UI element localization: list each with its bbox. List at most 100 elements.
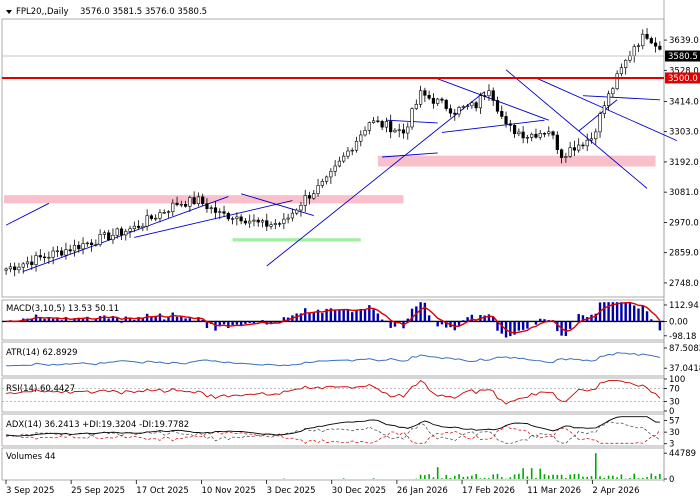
candle — [414, 99, 418, 111]
plus-di-line — [6, 421, 661, 444]
macd-bar — [509, 321, 512, 337]
candle — [205, 198, 209, 213]
macd-bar — [615, 302, 619, 322]
trend-line[interactable] — [241, 193, 314, 217]
macd-y-axis: 112.94 0.00 -98.18 — [664, 301, 699, 342]
candle — [346, 147, 350, 160]
candle — [500, 105, 504, 120]
candle — [615, 70, 619, 91]
macd-bar — [611, 302, 615, 322]
macd-bar — [363, 309, 367, 322]
volume-bar — [629, 477, 631, 479]
rsi-label: RSI(14) 60.4427 — [6, 384, 75, 394]
volume-bar — [594, 453, 597, 479]
candle — [269, 221, 273, 230]
macd-bar — [175, 316, 179, 322]
y-tick-label: 112.94 — [669, 301, 699, 311]
candle — [316, 179, 320, 197]
candle — [551, 130, 555, 140]
trend-line[interactable] — [578, 99, 618, 132]
macd-bar — [39, 317, 42, 322]
macd-bar — [556, 321, 559, 332]
macd-bar — [423, 302, 427, 322]
price-header: FPL20,,Daily 3576.0 3581.5 3576.0 3580.5 — [6, 7, 207, 17]
trend-line[interactable] — [382, 152, 438, 158]
trend-line[interactable] — [5, 202, 50, 226]
candle — [564, 152, 568, 163]
volume-bar — [419, 474, 422, 479]
candle — [440, 97, 444, 104]
trend-line[interactable] — [535, 77, 678, 142]
y-tick-label: 100 — [669, 375, 685, 385]
candle — [324, 175, 329, 185]
collapse-triangle-icon[interactable] — [6, 10, 12, 14]
volume-bar — [603, 477, 606, 479]
candle — [286, 213, 290, 224]
candle — [175, 196, 179, 207]
candle — [577, 138, 581, 153]
macd-bar — [167, 317, 170, 322]
trend-line[interactable] — [134, 200, 293, 238]
macd-bar — [77, 317, 80, 322]
candle — [183, 200, 188, 208]
volume-bar — [607, 475, 610, 479]
candle — [30, 255, 34, 270]
volume-bar — [518, 473, 520, 479]
volume-bar — [641, 478, 644, 479]
x-tick-label: 25 Sep 2025 — [71, 486, 125, 496]
macd-bar — [150, 316, 153, 322]
candle — [508, 119, 512, 132]
macd-bar — [436, 321, 439, 327]
macd-bar — [338, 309, 341, 322]
trend-line[interactable] — [441, 119, 545, 133]
macd-bar — [427, 315, 431, 322]
y-tick-label: 30 — [669, 397, 680, 407]
macd-bar — [650, 319, 653, 322]
macd-bar — [86, 316, 89, 322]
macd-bar — [333, 309, 337, 322]
candle — [376, 116, 380, 124]
price-zone — [232, 238, 361, 242]
candle — [81, 237, 85, 255]
candle — [337, 156, 342, 168]
volume-bar — [586, 476, 589, 479]
macd-bar — [205, 321, 209, 329]
candle — [196, 192, 201, 207]
trend-line[interactable] — [505, 69, 648, 189]
y-tick-label: 3 — [669, 440, 674, 450]
candle — [256, 217, 260, 227]
macd-bar — [376, 313, 380, 322]
volume-label: Volumes 44 — [6, 452, 56, 462]
trend-line[interactable] — [582, 95, 660, 101]
candle — [534, 128, 538, 139]
volume-panel — [5, 453, 661, 479]
candle — [487, 84, 491, 101]
volume-bar — [462, 476, 465, 479]
symbol-label: FPL20,,Daily — [16, 7, 68, 17]
volume-bar — [577, 473, 580, 479]
macd-bar — [594, 313, 597, 322]
macd-bar — [470, 314, 474, 322]
candle — [320, 178, 324, 189]
macd-bar — [539, 318, 542, 322]
volume-bar — [428, 474, 430, 479]
candle — [235, 212, 239, 226]
macd-bar — [248, 321, 251, 323]
macd-bar — [222, 321, 226, 325]
candle — [171, 199, 175, 217]
candle — [470, 100, 474, 109]
macd-bar — [180, 316, 183, 322]
macd-bar — [346, 309, 350, 322]
trend-line[interactable] — [266, 91, 485, 267]
volume-bar — [372, 478, 375, 479]
macd-bar — [342, 309, 345, 322]
candle — [363, 126, 367, 137]
candle — [649, 36, 653, 45]
y-tick-label: 3192.0 — [669, 158, 699, 168]
volume-bar — [646, 477, 648, 479]
macd-bar — [517, 321, 521, 331]
